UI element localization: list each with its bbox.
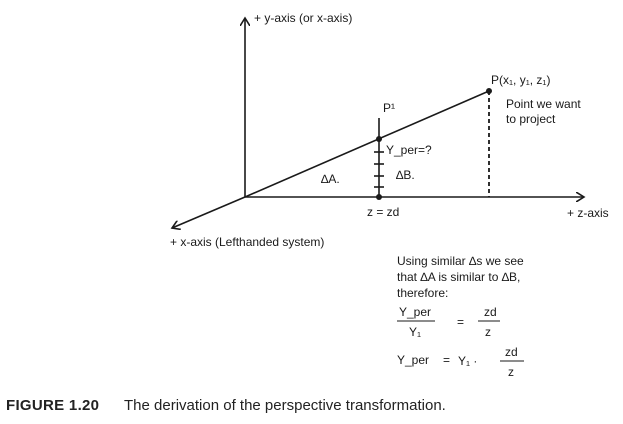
x-axis-label: + x-axis (Lefthanded system) bbox=[170, 235, 324, 249]
point-note-line2: to project bbox=[506, 112, 556, 126]
eq2-equals: = bbox=[443, 353, 450, 367]
point-zd-on-axis bbox=[376, 194, 382, 200]
explanation-line3: therefore: bbox=[397, 286, 448, 300]
figure-caption-text: The derivation of the perspective transf… bbox=[124, 397, 446, 414]
y-per-label: Y_per=? bbox=[386, 143, 432, 157]
eq1-denominator-right: z bbox=[485, 325, 491, 339]
z-plane-label: z = zd bbox=[367, 205, 399, 219]
eq2-left: Y_per bbox=[397, 353, 429, 367]
explanation-line1: Using similar ∆s we see bbox=[397, 254, 524, 268]
point-p-projected bbox=[376, 136, 382, 142]
eq1-equals: = bbox=[457, 315, 464, 329]
figure-caption-label: FIGURE 1.20 bbox=[6, 397, 99, 414]
eq1-denominator-left: Y₁ bbox=[409, 325, 421, 339]
z-axis-label: + z-axis bbox=[567, 206, 609, 220]
projection-ray bbox=[244, 90, 490, 198]
point-p-label: P(x₁, y₁, z₁) bbox=[491, 73, 550, 87]
point-p bbox=[486, 88, 492, 94]
x-axis-line bbox=[172, 196, 246, 228]
point-note-line1: Point we want bbox=[506, 97, 581, 111]
eq2-middle: Y₁ · bbox=[458, 354, 477, 368]
projected-point-label: P¹ bbox=[383, 101, 395, 115]
eq2-denominator: z bbox=[508, 365, 514, 379]
delta-b-label: ∆B. bbox=[396, 168, 415, 182]
y-axis-label: + y-axis (or x-axis) bbox=[254, 11, 352, 25]
delta-a-label: ∆A. bbox=[321, 172, 340, 186]
eq2-numerator: zd bbox=[505, 345, 518, 359]
explanation-line2: that ∆A is similar to ∆B, bbox=[397, 270, 520, 284]
eq1-numerator-right: zd bbox=[484, 305, 497, 319]
eq1-numerator-left: Y_per bbox=[399, 305, 431, 319]
